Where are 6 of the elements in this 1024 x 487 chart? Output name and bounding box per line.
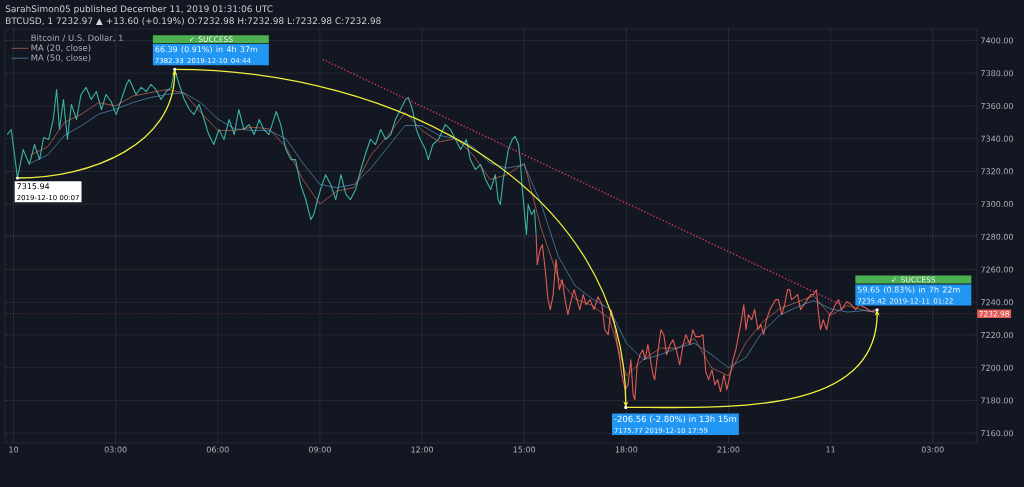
chart-title: SarahSimon05 published December 11, 2019 01:31:06 UTC [5,5,273,14]
annotation: -206.56 (-2.80%) in 13h 15m [614,415,737,424]
chart-subtitle: BTCUSD, 1 7232.97 ▲ +13.60 (+0.19%) O:7232.98 H:7232.98 L:7232.98 C:7232.98 [6,17,381,26]
legend-title: Bitcoin / U.S. Dollar, 1 [31,34,123,42]
legend-label: MA (50, close) [31,54,91,62]
legend-label: MA (20, close) [31,44,91,52]
